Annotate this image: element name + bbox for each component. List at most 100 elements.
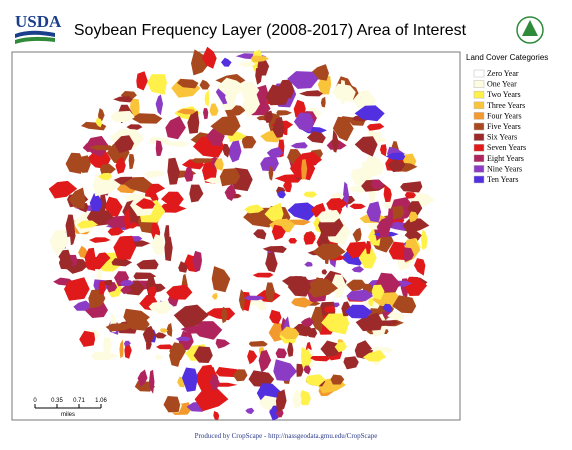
field-patch [89,193,103,212]
field-patch [58,249,71,266]
nass-emblem [516,16,544,44]
field-patch [98,280,106,295]
field-patch [126,124,143,130]
field-patch [343,356,359,370]
field-patch [99,190,107,216]
legend-label: Six Years [487,133,517,142]
field-patch [287,276,312,297]
field-patch [269,309,282,324]
field-patch [178,261,188,273]
field-patch [250,55,269,63]
field-patch [111,258,133,267]
field-patch [238,289,245,312]
field-patch [326,198,348,210]
field-patch [258,350,272,373]
field-patch [70,223,76,246]
field-patch [272,116,285,138]
field-patch [192,250,202,273]
field-patch [268,166,274,181]
field-patch [354,105,385,122]
field-patch [292,390,302,409]
field-patch [204,89,210,107]
legend-swatch [473,112,485,120]
field-patch [320,96,326,108]
field-patch [225,88,237,107]
field-patch [115,157,126,174]
field-patch [78,245,88,258]
field-patch [203,108,209,120]
field-patch [180,325,211,334]
field-patch [365,240,372,254]
legend-label: Eight Years [487,154,524,163]
field-patch [362,350,387,362]
field-patch [290,142,308,149]
field-patch [349,203,366,210]
field-patch [271,224,286,241]
field-patch [119,339,124,359]
field-patch [114,135,135,154]
field-patch [346,289,374,302]
field-patch [149,369,155,394]
field-patch [383,184,392,203]
field-patch [191,158,215,164]
field-patch [273,359,298,382]
field-patch [334,341,347,353]
scale-label: 1.06 [95,398,107,404]
field-patch [221,57,232,67]
field-patch [275,348,287,359]
field-patch [86,149,111,169]
field-patch [194,387,229,412]
field-patch [205,307,236,321]
field-patch [298,390,311,406]
legend-swatch [473,122,485,131]
field-patch [124,340,131,346]
field-patch [287,342,294,357]
legend-label: Three Years [487,101,525,110]
field-patch [224,183,236,201]
field-patch [266,147,284,158]
field-patch [215,367,240,378]
legend-label: One Year [487,80,517,89]
field-patch [191,49,210,76]
field-patch [382,303,393,313]
field-patch [84,247,96,271]
field-patch [128,153,135,170]
legend-swatch [473,101,485,110]
field-patch [247,350,258,365]
field-patch [123,177,152,193]
field-patch [165,116,186,140]
field-patch [264,110,273,123]
field-patch [130,113,163,124]
field-patch [351,266,364,273]
field-patch [184,167,194,182]
field-patch [136,71,148,91]
field-patch [242,92,260,118]
field-patch [368,297,374,307]
field-patch [137,369,148,387]
field-patch [120,286,132,295]
field-patch [404,192,416,199]
legend-swatch [473,80,485,88]
field-patch [366,123,385,131]
field-patch [147,285,157,297]
field-patch [193,346,213,363]
field-patch [288,238,298,244]
field-patch [221,306,228,324]
field-patch [135,198,156,209]
scale-label: 0 [33,398,37,404]
emblem-mark [522,20,538,36]
field-patch [164,236,173,262]
field-patch [310,306,324,333]
field-patch [124,343,132,359]
field-patch [64,277,90,301]
field-patch [95,252,111,265]
field-patch [287,71,319,89]
field-patch [173,304,209,328]
field-patch [317,76,332,95]
field-patch [214,158,224,171]
field-patch [287,202,319,221]
field-patch [388,241,406,260]
field-patch [176,108,196,115]
field-patch [95,117,103,128]
